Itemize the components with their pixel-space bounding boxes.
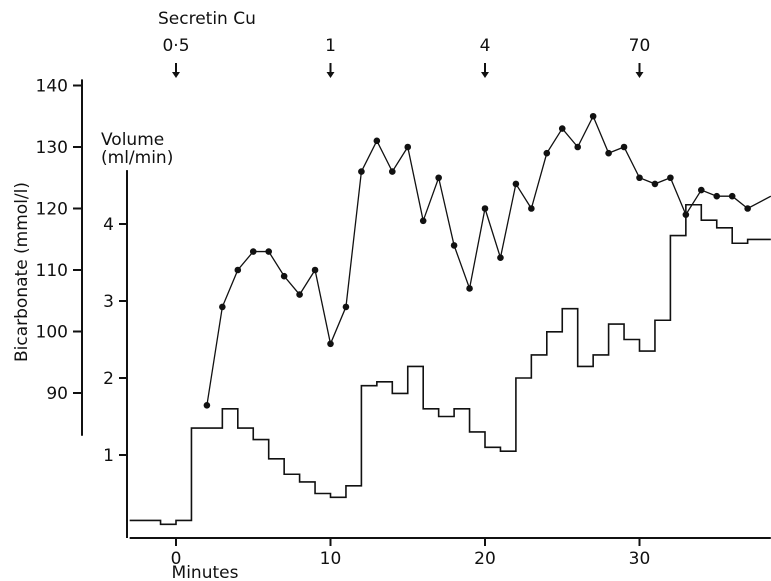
bicarbonate-point: [728, 192, 736, 200]
bicarbonate-point: [450, 242, 458, 249]
x-tick-label: 20: [474, 549, 496, 569]
bicarbonate-point: [296, 291, 303, 298]
bicarbonate-tick-label: 130: [36, 138, 68, 158]
bicarbonate-point: [589, 112, 597, 120]
bicarbonate-point: [358, 168, 365, 175]
dose-arrow-head: [326, 72, 335, 78]
bicarbonate-tick-label: 140: [36, 77, 68, 97]
volume-step-line: [129, 203, 771, 526]
volume-tick-label: 1: [103, 446, 114, 466]
bicarbonate-tick-label: 90: [46, 384, 68, 404]
bicarbonate-tick-label: 110: [36, 261, 68, 281]
bicarbonate-point: [481, 205, 489, 212]
volume-tick-label: 2: [103, 369, 114, 389]
axis-labels: Secretin Cu Volume (ml/min) Bicarbonate …: [12, 9, 256, 581]
bicarbonate-point: [342, 303, 350, 311]
bicarbonate-axis-label: Bicarbonate (mmol/l): [12, 182, 32, 362]
bicarbonate-point: [744, 205, 751, 212]
dose-arrow-head: [635, 72, 644, 78]
bicarbonate-point: [713, 192, 721, 200]
bicarbonate-point: [497, 254, 504, 261]
x-tick-label: 10: [320, 549, 342, 569]
axis-ticks: 0 10 20 30 90 100 110 120 130 140 1 2 3 4: [36, 77, 651, 570]
secretin-doses: 0·5 1 4 70: [162, 36, 650, 78]
x-tick-label: 0: [171, 549, 182, 569]
volume-axis-label-line1: Volume: [101, 130, 164, 150]
dose-arrow-head: [481, 72, 489, 78]
bicarbonate-point: [528, 205, 535, 212]
bicarbonate-point: [435, 174, 442, 182]
bicarbonate-point: [373, 137, 381, 145]
bicarbonate-tick-label: 100: [36, 323, 68, 343]
dose-label: 1: [325, 36, 336, 56]
bicarbonate-point: [466, 285, 473, 292]
dose-label: 4: [480, 36, 491, 56]
bicarbonate-point: [219, 303, 226, 311]
bicarbonate-point: [265, 248, 273, 255]
bicarbonate-point: [651, 180, 659, 188]
bicarbonate-point: [203, 402, 211, 409]
dose-arrow-head: [172, 72, 180, 78]
bicarbonate-point: [698, 186, 705, 194]
secretin-label: Secretin Cu: [158, 9, 256, 29]
dose-label: 0·5: [162, 36, 189, 56]
bicarbonate-point: [234, 266, 242, 274]
bicarbonate-point: [327, 340, 334, 348]
bicarbonate-point: [404, 143, 412, 151]
series: [129, 112, 771, 526]
bicarbonate-point: [389, 168, 396, 175]
volume-axis-label-line2: (ml/min): [101, 148, 173, 168]
bicarbonate-point: [311, 266, 319, 274]
bicarbonate-point: [620, 143, 628, 151]
bicarbonate-point: [574, 143, 581, 151]
bicarbonate-point: [249, 248, 257, 255]
bicarbonate-point: [543, 149, 551, 157]
x-axis-label: Minutes: [172, 563, 239, 581]
bicarbonate-tick-label: 120: [36, 200, 68, 220]
bicarbonate-point: [667, 174, 674, 182]
bicarbonate-point: [419, 217, 427, 225]
axes: [81, 79, 771, 539]
dose-label: 70: [629, 36, 651, 56]
bicarbonate-point: [512, 180, 520, 188]
bicarbonate-point: [636, 174, 643, 182]
volume-tick-label: 4: [103, 215, 114, 235]
bicarbonate-point: [280, 272, 288, 280]
x-tick-label: 30: [629, 549, 651, 569]
volume-tick-label: 3: [103, 292, 114, 312]
bicarbonate-point: [558, 125, 566, 132]
bicarbonate-point: [605, 149, 612, 157]
